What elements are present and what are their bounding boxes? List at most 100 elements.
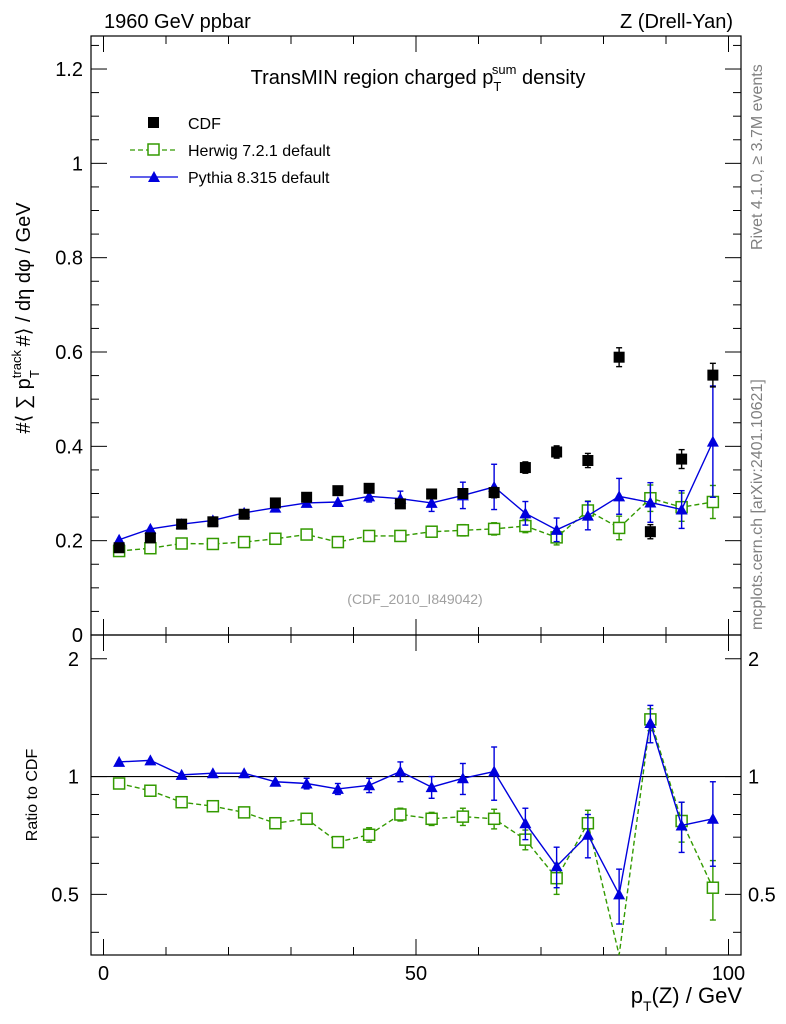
ratio-pythia-point <box>113 755 126 767</box>
main-herwig-point <box>206 537 220 551</box>
main-herwig-point <box>612 521 626 535</box>
main-herwig-point <box>237 535 251 549</box>
main-herwig-point <box>144 541 157 555</box>
ylabel-prefix: #⟨ ∑ p <box>13 378 35 433</box>
ratio-herwig-line <box>118 719 714 956</box>
ylabel-sub: T <box>27 370 42 378</box>
ratio-ylabel: Ratio to CDF <box>24 749 41 842</box>
title-sup: sum <box>492 62 517 77</box>
ratio-pythia-point <box>300 777 313 789</box>
mcplots-label: mcplots.cern.ch [arXiv:2401.10621] <box>749 379 766 630</box>
ratio-pythia-point <box>706 812 719 824</box>
main-pythia-point <box>675 503 688 515</box>
main-ytick-label: 1 <box>72 153 83 175</box>
ratio-pythia-point <box>644 717 657 729</box>
ratio-ytick-label-left: 1 <box>68 767 79 789</box>
main-herwig-point <box>300 528 313 541</box>
ratio-ytick-label-right: 1 <box>748 767 759 789</box>
main-herwig-point <box>331 535 345 549</box>
title-end: density <box>516 67 585 89</box>
main-pythia-point <box>144 522 157 534</box>
ratio-herwig-point <box>206 799 220 813</box>
main-cdf-point <box>613 351 625 363</box>
main-ylabel: #⟨ ∑ ptrack T #⟩ / dη dφ / GeV <box>9 202 42 434</box>
ratio-pythia-point <box>144 754 157 766</box>
legend-label-herwig: Herwig 7.2.1 default <box>188 143 331 160</box>
main-title: TransMIN region charged pTsum density <box>251 62 586 94</box>
ratio-pythia-point <box>238 767 251 779</box>
ratio-pythia-line <box>119 722 714 897</box>
main-herwig-point <box>706 495 720 509</box>
title-text: TransMIN region charged p <box>251 67 494 89</box>
main-ytick-label: 0.6 <box>55 342 83 364</box>
ratio-herwig-point <box>300 812 313 826</box>
ratio-pythia-point <box>675 819 688 831</box>
main-cdf-point <box>676 453 688 465</box>
main-herwig-point <box>175 537 188 550</box>
ratio-herwig-point <box>456 810 470 823</box>
main-cdf-point <box>644 526 656 538</box>
ratio-herwig-point <box>269 816 282 830</box>
legend-marker-pythia <box>148 171 160 182</box>
ratio-pythia-point <box>363 779 376 791</box>
ratio-panel: 0 50 100 0.5 0.5 1 1 2 2 <box>51 634 776 985</box>
main-ytick-label: 0.8 <box>55 248 83 270</box>
main-ytick-label: 0.4 <box>55 436 83 458</box>
ratio-pythia-point <box>519 817 532 829</box>
x-tick-label: 50 <box>405 963 427 985</box>
main-cdf-point <box>176 518 188 530</box>
ratio-frame <box>90 634 742 956</box>
main-cdf-point <box>238 508 250 520</box>
main-herwig-point <box>394 529 407 543</box>
main-cdf-point <box>394 498 406 510</box>
ratio-pythia-point <box>331 782 344 794</box>
main-cdf-point <box>363 482 375 494</box>
ratio-ytick-label-left: 2 <box>68 649 79 671</box>
header-energy-label: 1960 GeV ppbar <box>104 11 251 33</box>
ratio-pythia-point <box>581 828 594 840</box>
ratio-herwig-point <box>487 812 501 826</box>
ratio-pythia-point <box>175 768 188 780</box>
x-tick-label: 100 <box>712 963 745 985</box>
legend-marker-herwig <box>147 143 160 156</box>
ratio-herwig-point <box>237 806 251 819</box>
main-cdf-point <box>269 497 281 509</box>
main-ytick-label: 1.2 <box>55 59 83 81</box>
main-cdf-point <box>113 542 125 554</box>
ratio-ytick-label-left: 0.5 <box>51 884 79 906</box>
main-panel: 0 0.2 0.4 0.6 0.8 1 1.2 <box>55 35 742 647</box>
xlabel-suffix: (Z) / GeV <box>652 983 743 1008</box>
rivet-label: Rivet 4.1.0, ≥ 3.7M events <box>749 64 766 250</box>
main-ytick-label: 0 <box>72 625 83 647</box>
ratio-herwig-point <box>175 795 188 809</box>
main-cdf-point <box>707 369 719 381</box>
ratio-herwig-point <box>331 835 345 849</box>
main-cdf-point <box>582 454 594 466</box>
main-cdf-point <box>301 491 313 503</box>
main-pythia-point <box>113 533 126 545</box>
header-process-label: Z (Drell-Yan) <box>620 11 733 33</box>
main-pythia-point <box>613 490 626 502</box>
legend-marker-cdf <box>148 117 159 128</box>
main-cdf-point <box>426 488 438 500</box>
xlabel-prefix: p <box>631 983 643 1008</box>
ratio-herwig-point <box>362 828 376 842</box>
ratio-pythia-point <box>206 767 219 779</box>
main-cdf-point <box>519 462 531 474</box>
main-pythia-point <box>644 496 657 508</box>
main-herwig-point <box>269 532 282 546</box>
main-cdf-point <box>551 446 563 458</box>
main-ytick-label: 0.2 <box>55 531 83 553</box>
ratio-pythia-point <box>550 860 563 872</box>
analysis-watermark: (CDF_2010_I849042) <box>347 591 482 607</box>
ratio-pythia-point <box>456 772 469 784</box>
legend: CDF Herwig 7.2.1 default Pythia 8.315 de… <box>130 116 331 187</box>
ratio-ytick-label-right: 2 <box>748 649 759 671</box>
x-tick-label: 0 <box>98 963 109 985</box>
legend-label-cdf: CDF <box>188 116 221 133</box>
main-herwig-point <box>456 524 470 537</box>
ratio-herwig-point <box>144 784 157 797</box>
main-herwig-point <box>487 522 501 536</box>
main-cdf-point <box>144 532 156 544</box>
legend-label-pythia: Pythia 8.315 default <box>188 170 330 187</box>
